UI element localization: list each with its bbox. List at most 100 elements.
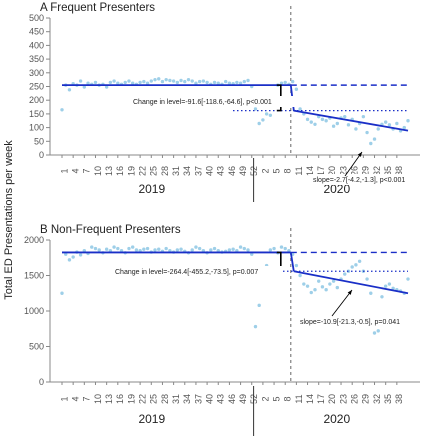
x-tick-label: 8 bbox=[283, 168, 293, 173]
data-point bbox=[116, 246, 120, 251]
data-point bbox=[209, 248, 213, 252]
data-point bbox=[175, 248, 180, 252]
data-point bbox=[112, 79, 116, 83]
data-point bbox=[119, 248, 124, 253]
data-point bbox=[320, 117, 325, 122]
data-point bbox=[67, 88, 72, 92]
x-tick-label: 46 bbox=[227, 166, 237, 176]
data-point bbox=[138, 248, 142, 253]
x-tick-label: 28 bbox=[160, 394, 170, 404]
data-point bbox=[90, 245, 94, 249]
data-point bbox=[383, 284, 388, 288]
annotation-bg bbox=[113, 266, 283, 277]
data-point bbox=[164, 77, 168, 82]
data-point bbox=[369, 291, 373, 295]
data-point bbox=[134, 248, 139, 252]
data-point bbox=[235, 248, 239, 253]
fitted-line-post bbox=[293, 270, 409, 295]
data-point bbox=[164, 246, 168, 251]
slope-arrow bbox=[344, 151, 363, 177]
data-point bbox=[246, 248, 250, 252]
data-point bbox=[116, 81, 120, 85]
data-point bbox=[142, 247, 146, 251]
slope-annotation: slope=-2.7[-4.2,-1.3], p<0.001 bbox=[313, 177, 405, 184]
y-axis-label: Total ED Presentations per week bbox=[3, 140, 15, 300]
x-tick-label: 37 bbox=[193, 166, 203, 176]
data-point bbox=[227, 81, 232, 85]
data-point bbox=[268, 248, 273, 252]
data-point bbox=[354, 263, 358, 267]
data-point bbox=[294, 263, 299, 268]
data-point bbox=[242, 79, 247, 84]
y-tick-label: 450 bbox=[29, 27, 44, 37]
x-tick-label: 46 bbox=[227, 394, 237, 404]
x-tick-label: 52 bbox=[249, 394, 259, 404]
data-point bbox=[78, 253, 83, 257]
panel-title: B Non-Frequent Presenters bbox=[40, 224, 181, 236]
data-point bbox=[317, 279, 321, 283]
x-tick-label: 25 bbox=[149, 394, 159, 404]
data-point bbox=[190, 248, 194, 252]
data-point bbox=[391, 286, 395, 290]
data-point bbox=[71, 255, 75, 259]
change-in-level-annotation: Change in level=-264.4[-455.2,-73.5], p=… bbox=[115, 269, 258, 276]
data-point bbox=[376, 329, 380, 333]
data-point bbox=[238, 245, 243, 249]
data-point bbox=[60, 291, 64, 295]
data-point bbox=[179, 78, 183, 83]
x-tick-label: 10 bbox=[93, 166, 103, 176]
x-tick-label: 31 bbox=[171, 166, 181, 176]
data-point bbox=[108, 80, 113, 85]
data-point bbox=[201, 79, 206, 83]
data-point bbox=[313, 288, 317, 292]
x-tick-label: 20 bbox=[327, 166, 337, 176]
data-point bbox=[216, 81, 220, 85]
data-point bbox=[197, 246, 202, 251]
x-tick-label: 26 bbox=[350, 394, 360, 404]
data-point bbox=[97, 248, 101, 252]
x-tick-label: 52 bbox=[249, 166, 259, 176]
data-point bbox=[183, 79, 187, 84]
x-tick-label: 23 bbox=[338, 166, 348, 176]
x-tick-label: 29 bbox=[361, 394, 371, 404]
data-point bbox=[123, 80, 127, 85]
data-point bbox=[127, 246, 131, 251]
x-tick-label: 25 bbox=[149, 166, 159, 176]
data-point bbox=[235, 80, 239, 85]
data-point bbox=[82, 248, 87, 253]
y-tick-label: 1000 bbox=[24, 306, 44, 316]
data-point bbox=[190, 79, 194, 83]
y-tick-label: 400 bbox=[29, 40, 44, 50]
fitted-line-post bbox=[293, 109, 409, 132]
data-point bbox=[406, 277, 410, 281]
annotation-bg bbox=[298, 316, 416, 327]
data-point bbox=[272, 246, 276, 251]
panel-a-frequent-presenters: A Frequent Presenters 0 50 100 150 200 250 300 3… bbox=[29, 2, 429, 202]
data-point bbox=[179, 247, 183, 251]
data-point bbox=[168, 248, 172, 253]
data-point bbox=[343, 114, 347, 119]
x-tick-label: 49 bbox=[238, 166, 248, 176]
x-tick-label: 43 bbox=[216, 394, 226, 404]
data-point bbox=[171, 79, 176, 83]
data-point bbox=[212, 80, 217, 85]
x-tick-label: 32 bbox=[372, 166, 382, 176]
data-point bbox=[346, 123, 351, 127]
x-tick-label: 2 bbox=[260, 168, 270, 173]
data-point bbox=[387, 123, 392, 127]
x-tick-label: 7 bbox=[82, 396, 92, 401]
data-point bbox=[212, 246, 217, 251]
year-label: 2019 bbox=[138, 182, 165, 196]
data-point bbox=[294, 87, 299, 91]
data-point bbox=[142, 79, 146, 84]
data-point bbox=[253, 324, 258, 329]
data-point bbox=[108, 248, 113, 253]
x-tick-label: 23 bbox=[338, 394, 348, 404]
annotation-bg bbox=[311, 174, 429, 185]
x-tick-label: 34 bbox=[182, 166, 192, 176]
x-tick-label: 19 bbox=[126, 394, 136, 404]
y-tick-label: 50 bbox=[34, 136, 44, 146]
x-tick-label: 22 bbox=[138, 394, 148, 404]
